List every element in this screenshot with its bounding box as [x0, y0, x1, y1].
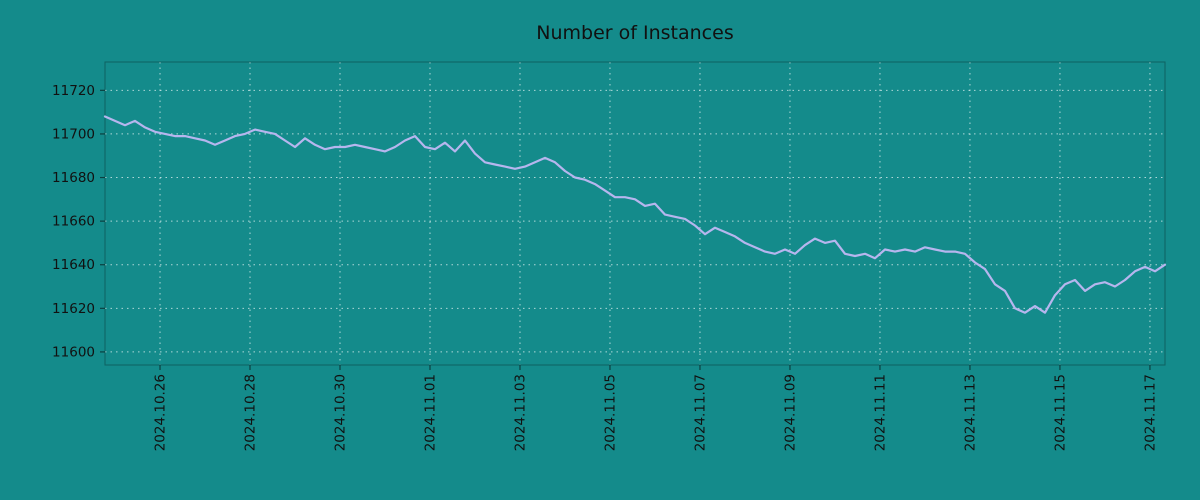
chart-title: Number of Instances	[536, 22, 733, 44]
x-tick-label-group: 2024.11.07	[693, 374, 709, 451]
series-layer	[103, 115, 1167, 314]
x-tick-label-group: 2024.11.03	[513, 374, 529, 451]
x-tick-label-group: 2024.11.09	[783, 374, 799, 451]
x-tick-label: 2024.11.13	[963, 374, 979, 451]
plot-border	[104, 61, 1166, 366]
x-tick-label: 2024.11.17	[1143, 374, 1159, 451]
x-tick-label: 2024.11.03	[513, 374, 529, 451]
grid-layer	[105, 62, 1165, 365]
series-line	[103, 115, 1167, 314]
x-tick-label-group: 2024.10.30	[333, 374, 349, 451]
y-tick-label: 11720	[52, 83, 95, 99]
axes-layer	[100, 61, 1166, 370]
x-tick-label: 2024.10.28	[243, 374, 259, 451]
y-tick-label: 11660	[52, 214, 95, 230]
y-tick-label: 11600	[52, 344, 95, 360]
x-tick-label-group: 2024.10.28	[243, 374, 259, 451]
x-tick-label: 2024.11.07	[693, 374, 709, 451]
x-tick-label: 2024.10.26	[153, 374, 169, 451]
x-tick-label: 2024.11.09	[783, 374, 799, 451]
y-tick-label: 11620	[52, 301, 95, 317]
x-tick-label-group: 2024.11.17	[1143, 374, 1159, 451]
x-tick-label: 2024.11.11	[873, 374, 889, 451]
y-tick-label: 11640	[52, 257, 95, 273]
y-tick-label: 11680	[52, 170, 95, 186]
x-tick-label-group: 2024.11.13	[963, 374, 979, 451]
x-tick-label: 2024.11.05	[603, 374, 619, 451]
x-tick-label-group: 2024.11.15	[1053, 374, 1069, 451]
y-tick-label: 11700	[52, 126, 95, 142]
x-tick-label: 2024.10.30	[333, 374, 349, 451]
x-tick-label: 2024.11.01	[423, 374, 439, 451]
x-tick-label-group: 2024.11.05	[603, 374, 619, 451]
x-tick-label-group: 2024.11.01	[423, 374, 439, 451]
x-tick-label-group: 2024.11.11	[873, 374, 889, 451]
x-tick-label-group: 2024.10.26	[153, 374, 169, 451]
labels-layer: 11600 11620 11640 11660 11680 11700 11720 2024.…	[52, 83, 1158, 451]
x-tick-label: 2024.11.15	[1053, 374, 1069, 451]
